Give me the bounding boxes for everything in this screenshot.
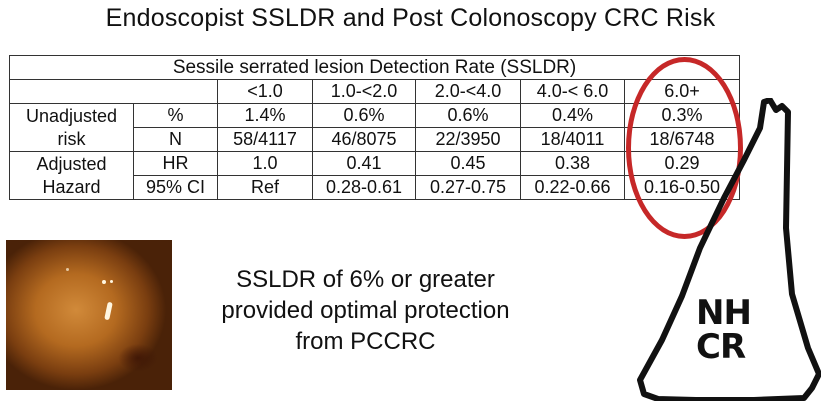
table-cell: 0.27-0.75 (415, 175, 521, 200)
row-group-label-line: Unadjusted (25, 105, 118, 126)
table-corner-cell (9, 79, 218, 104)
table-cell: 0.6% (312, 103, 416, 128)
table-cell: 0.29 (623, 151, 741, 176)
row-metric-label: HR (133, 151, 218, 176)
light-reflection (110, 280, 113, 283)
logo-line: CR (696, 327, 746, 367)
row-group-label: Unadjusted risk (9, 103, 134, 152)
table-cell: 46/8075 (312, 127, 416, 152)
nhcr-logo-text: NH CR (696, 296, 796, 364)
row-group-label: Adjusted Hazard (9, 151, 134, 200)
row-group-label-line: Hazard (42, 176, 101, 197)
column-header: 2.0-<4.0 (415, 79, 521, 104)
table-cell: 58/4117 (217, 127, 313, 152)
table-cell: 18/4011 (520, 127, 625, 152)
table-cell: 0.45 (415, 151, 521, 176)
row-metric-label: 95% CI (133, 175, 218, 200)
row-group-label-line: Adjusted (36, 153, 107, 174)
table-span-header: Sessile serrated lesion Detection Rate (… (8, 55, 741, 80)
table-cell: 0.38 (520, 151, 625, 176)
table-cell: 0.6% (415, 103, 521, 128)
light-reflection (66, 268, 69, 271)
slide-title: Endoscopist SSLDR and Post Colonoscopy C… (105, 4, 716, 32)
table-cell: 0.16-0.50 (623, 175, 741, 200)
table-cell: 1.0 (217, 151, 313, 176)
column-header: <1.0 (217, 79, 313, 104)
table-cell: 0.3% (623, 103, 741, 128)
light-reflection (102, 280, 106, 284)
table-row: Sessile serrated lesion Detection Rate (… (8, 55, 741, 80)
table-row: Adjusted Hazard HR 1.0 0.41 0.45 0.38 0.… (9, 151, 741, 200)
conclusion-line: SSLDR of 6% or greater (236, 266, 495, 293)
row-group-label-line: risk (57, 128, 86, 149)
table-cell: 0.22-0.66 (520, 175, 625, 200)
endoscopy-polyp-image (6, 240, 172, 390)
conclusion-line: provided optimal protection (221, 297, 510, 324)
logo-line: NH (696, 293, 752, 333)
table-cell: 22/3950 (415, 127, 521, 152)
table-row: 95% CI Ref 0.28-0.61 0.27-0.75 0.22-0.66… (10, 175, 741, 200)
column-header: 4.0-< 6.0 (520, 79, 625, 104)
table-cell: 1.4% (217, 103, 313, 128)
column-header: 1.0-<2.0 (312, 79, 416, 104)
ssldr-risk-table: Sessile serrated lesion Detection Rate (… (8, 55, 741, 200)
row-metric-label: % (133, 103, 218, 128)
conclusion-text: SSLDR of 6% or greater provided optimal … (183, 264, 548, 357)
column-header: 6.0+ (623, 79, 741, 104)
table-row: N 58/4117 46/8075 22/3950 18/4011 18/674… (10, 127, 741, 152)
table-cell: 18/6748 (623, 127, 741, 152)
row-metric-label: N (133, 127, 218, 152)
conclusion-line: from PCCRC (295, 328, 436, 355)
table-cell: 0.41 (312, 151, 416, 176)
table-row: Unadjusted risk % 1.4% 0.6% 0.6% 0.4% 0.… (9, 103, 741, 152)
table-cell: 0.4% (520, 103, 625, 128)
table-cell: 0.28-0.61 (312, 175, 416, 200)
light-reflection (104, 301, 113, 321)
new-hampshire-state-outline-icon (637, 98, 821, 401)
table-row: <1.0 1.0-<2.0 2.0-<4.0 4.0-< 6.0 6.0+ (9, 79, 741, 104)
table-cell: Ref (217, 175, 313, 200)
